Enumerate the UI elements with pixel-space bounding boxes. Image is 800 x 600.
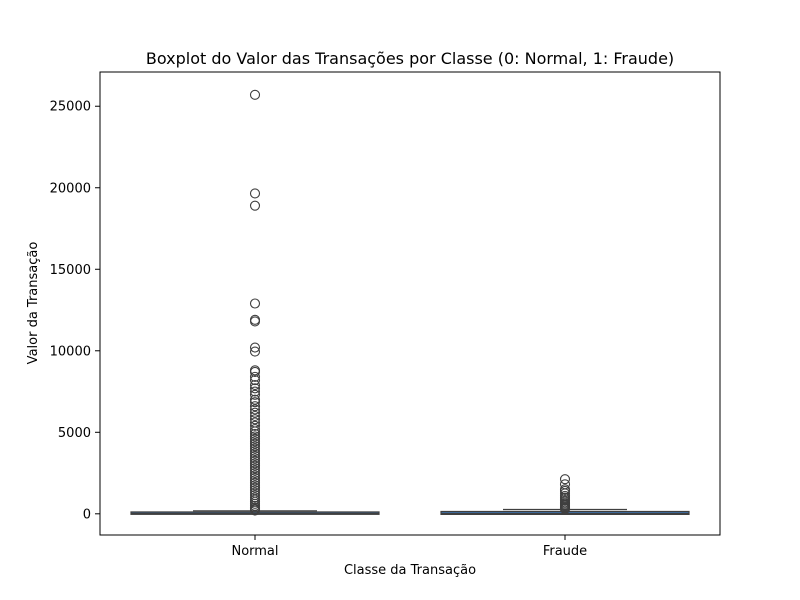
outlier-point [249, 346, 261, 357]
y-tick-label: 25000 [50, 100, 91, 115]
y-tick-label: 15000 [50, 263, 91, 278]
outlier-point [249, 407, 261, 418]
y-tick-label: 5000 [58, 426, 91, 441]
outlier-point [249, 463, 261, 474]
x-tick-label: Fraude [543, 544, 587, 559]
plot-area: 0 5000 10000 15000 20000 25000 Normal Fraude [50, 71, 721, 559]
outlier-point [249, 467, 261, 479]
outlier-point [249, 316, 261, 327]
chart-title: Boxplot do Valor das Transações por Clas… [146, 49, 674, 68]
outlier-point [249, 445, 261, 457]
outlier-point [249, 410, 261, 422]
outlier-point [249, 383, 261, 394]
outlier-point [249, 394, 261, 405]
outlier-point [249, 426, 261, 437]
outlier-point [249, 366, 261, 378]
outlier-point [249, 431, 261, 442]
outlier-point [249, 438, 261, 449]
outlier-point [559, 504, 571, 515]
x-tick-label: Normal [231, 544, 278, 559]
outlier-point [249, 298, 261, 309]
outlier-point [249, 458, 261, 469]
outlier-point [249, 414, 261, 425]
outlier-point [249, 401, 261, 412]
y-tick-label: 0 [83, 507, 91, 522]
outlier-point [249, 465, 261, 476]
outlier-point [249, 200, 261, 211]
outlier-point [249, 397, 261, 408]
outlier-point [249, 386, 261, 397]
outlier-point [249, 436, 261, 447]
outlier-point [249, 470, 261, 481]
outlier-point [249, 482, 261, 493]
outlier-point [249, 375, 261, 386]
outlier-point [249, 472, 261, 483]
outlier-point [249, 455, 261, 466]
outlier-point [249, 379, 261, 391]
outlier-point [559, 485, 571, 497]
plot-frame [99, 71, 721, 536]
outlier-point [249, 460, 261, 471]
outlier-point [249, 420, 261, 431]
y-tick-label: 10000 [50, 344, 91, 359]
outlier-point [249, 443, 261, 454]
outlier-point [249, 433, 261, 444]
outlier-point [249, 404, 261, 415]
outlier-point [249, 342, 261, 353]
outlier-point [249, 448, 261, 459]
outlier-point [249, 89, 261, 100]
outlier-point [249, 480, 261, 491]
outlier-point [249, 428, 261, 439]
y-tick-label: 20000 [50, 181, 91, 196]
outlier-point [249, 450, 261, 461]
outlier-point [249, 423, 261, 435]
outlier-point [249, 505, 261, 516]
outlier-point [249, 453, 261, 464]
x-axis-label: Classe da Transação [344, 563, 476, 578]
y-axis-label: Valor da Transação [26, 242, 41, 365]
outlier-point [249, 475, 261, 486]
outlier-point [249, 477, 261, 488]
outlier-point [249, 441, 261, 452]
outlier-point [249, 188, 261, 199]
outlier-point [559, 474, 571, 485]
outlier-point [249, 389, 261, 400]
outlier-point [249, 371, 261, 382]
